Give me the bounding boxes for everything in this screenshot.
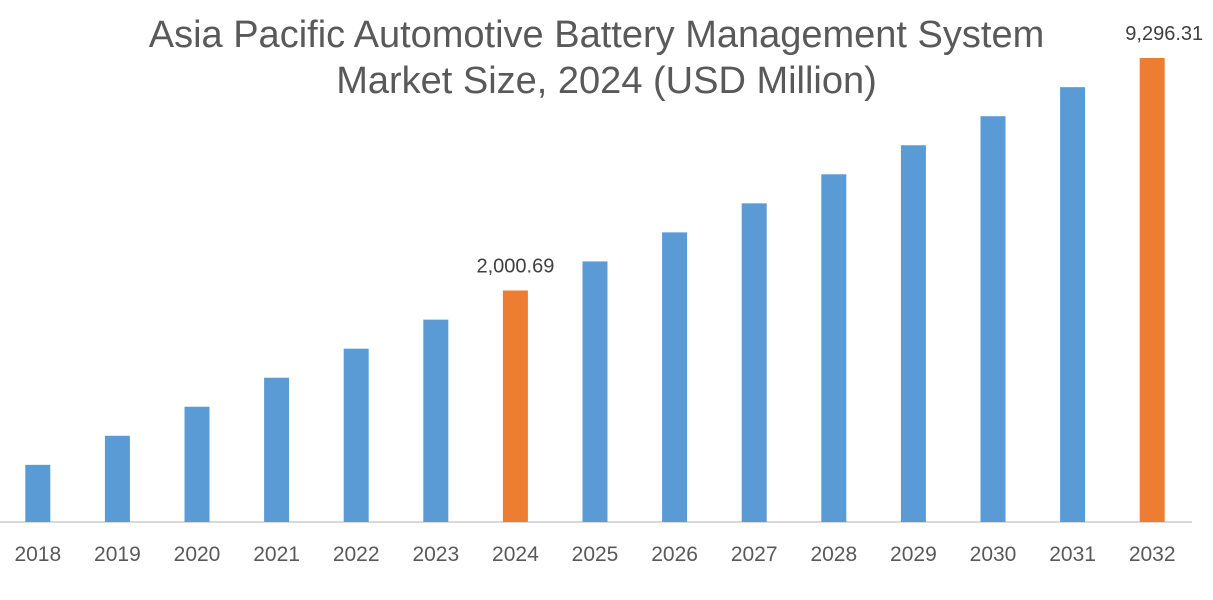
x-tick-label-2028: 2028: [810, 543, 857, 566]
data-label-2024: 2,000.69: [476, 255, 554, 277]
x-tick-label-2023: 2023: [412, 543, 459, 566]
bar-2018: [25, 464, 51, 522]
bar-2025: [582, 261, 608, 522]
data-label-2032: 9,296.31: [1125, 23, 1203, 45]
chart-title: Asia Pacific Automotive Battery Manageme…: [0, 12, 1203, 104]
bar-2021: [264, 377, 290, 522]
bar-2031: [1060, 87, 1086, 522]
x-tick-label-2030: 2030: [970, 543, 1017, 566]
bar-2026: [662, 232, 688, 523]
x-tick-label-2018: 2018: [14, 543, 61, 566]
bar-2027: [741, 203, 767, 522]
bar-2022: [343, 348, 369, 522]
x-tick-label-2029: 2029: [890, 543, 937, 566]
bar-2023: [423, 319, 449, 522]
chart-title-line-2: Market Size, 2024 (USD Million): [336, 60, 877, 102]
x-tick-label-2026: 2026: [651, 543, 698, 566]
x-tick-label-2032: 2032: [1129, 543, 1176, 566]
bar-2020: [184, 406, 210, 522]
x-tick-label-2027: 2027: [731, 543, 778, 566]
x-tick-label-2031: 2031: [1049, 543, 1096, 566]
bar-2030: [980, 116, 1006, 523]
x-tick-label-2020: 2020: [174, 543, 221, 566]
bar-2019: [104, 435, 130, 522]
bar-2032: [1139, 58, 1165, 522]
x-tick-label-2021: 2021: [253, 543, 300, 566]
x-tick-label-2024: 2024: [492, 543, 539, 566]
x-tick-label-2022: 2022: [333, 543, 380, 566]
bar-2024: [502, 290, 528, 522]
x-tick-label-2025: 2025: [572, 543, 619, 566]
bar-2028: [821, 174, 847, 522]
bar-2029: [900, 145, 926, 522]
chart-title-line-1: Asia Pacific Automotive Battery Manageme…: [148, 14, 1045, 56]
x-tick-label-2019: 2019: [94, 543, 141, 566]
